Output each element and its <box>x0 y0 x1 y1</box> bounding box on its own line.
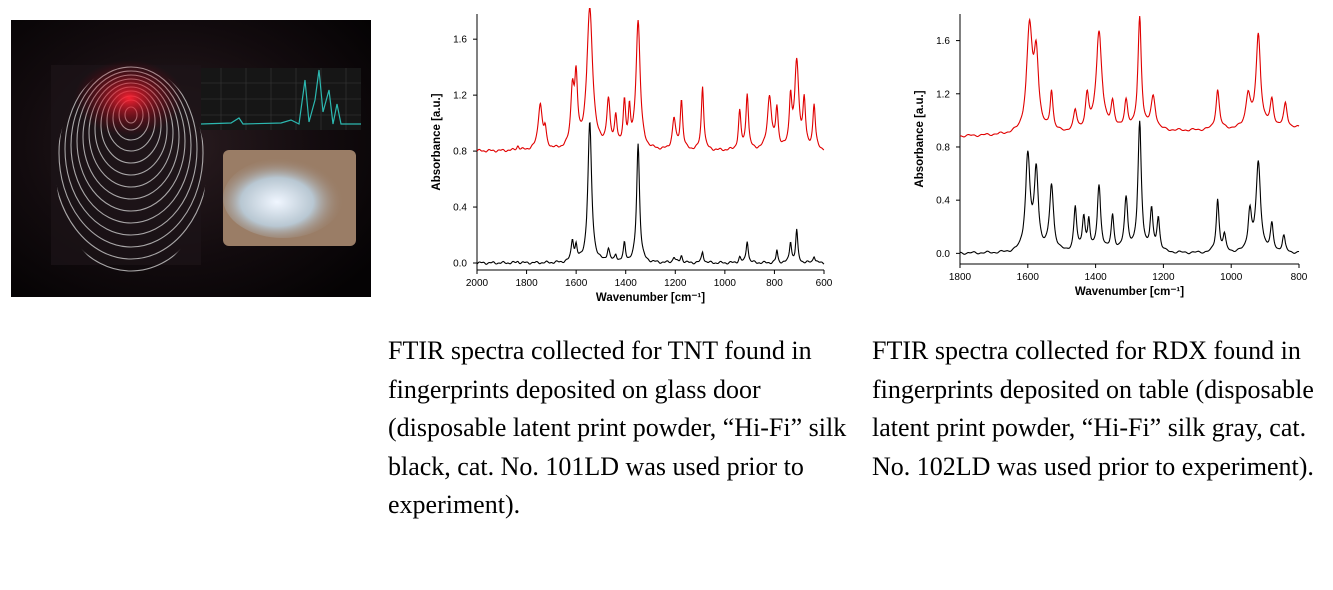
tnt-figure-caption: FTIR spectra collected for TNT found in … <box>388 336 847 519</box>
x-tick-label: 2000 <box>466 278 489 289</box>
x-axis-label: Wavenumber [cm⁻¹] <box>1075 286 1184 298</box>
x-tick-label: 800 <box>1291 272 1308 283</box>
x-tick-label: 1000 <box>714 278 737 289</box>
y-tick-label: 0.4 <box>453 203 467 214</box>
rdx-figure-caption: FTIR spectra collected for RDX found in … <box>872 336 1314 481</box>
tnt-ftir-spectrum-chart: 2000 1800 1600 1400 1200 1000 800 600 0.0 0.4 0.8 1… <box>431 8 833 304</box>
x-tick-label: 1800 <box>515 278 538 289</box>
y-tick-label: 0.8 <box>936 142 950 153</box>
x-tick-label: 1400 <box>1084 272 1107 283</box>
fingerprint-spectrum-collage-icon <box>11 20 371 297</box>
x-tick-label: 1200 <box>664 278 687 289</box>
y-axis-label: Absorbance [a.u.] <box>914 90 926 187</box>
spectrum-series-red <box>959 15 1300 138</box>
spectrum-series-black <box>960 120 1300 255</box>
y-tick-label: 0.0 <box>453 259 467 270</box>
spectrum-series-black <box>476 122 825 265</box>
x-tick-label: 1200 <box>1152 272 1175 283</box>
y-tick-label: 0.0 <box>936 249 950 260</box>
x-tick-label: 1000 <box>1220 272 1243 283</box>
y-tick-label: 0.8 <box>453 147 467 158</box>
x-tick-label: 600 <box>816 278 833 289</box>
x-tick-label: 1600 <box>1017 272 1040 283</box>
spectrum-series-red <box>476 8 825 153</box>
x-tick-label: 1800 <box>949 272 972 283</box>
y-axis-label: Absorbance [a.u.] <box>431 93 443 190</box>
y-tick-label: 0.4 <box>936 196 950 207</box>
y-tick-label: 1.2 <box>936 89 950 100</box>
x-tick-label: 800 <box>766 278 783 289</box>
x-tick-label: 1400 <box>615 278 638 289</box>
y-tick-label: 1.6 <box>453 35 467 46</box>
y-tick-label: 1.6 <box>936 36 950 47</box>
y-tick-label: 1.2 <box>453 91 467 102</box>
x-tick-label: 1600 <box>565 278 588 289</box>
x-axis-label: Wavenumber [cm⁻¹] <box>596 292 705 304</box>
rdx-ftir-spectrum-chart: 1800 1600 1400 1200 1000 800 0.0 0.4 0.8 1.2 1.6 Wa… <box>914 14 1308 298</box>
